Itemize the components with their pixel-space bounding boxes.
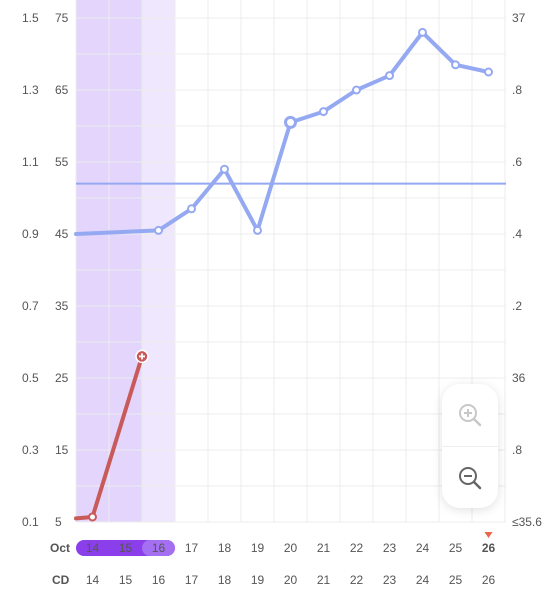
y-tick-right: .6 — [512, 155, 522, 169]
date-label: 22 — [350, 541, 364, 555]
date-label: 19 — [251, 541, 265, 555]
cd-label: 22 — [350, 573, 364, 587]
cd-row-label: CD — [52, 573, 70, 587]
cd-label: 15 — [119, 573, 133, 587]
date-label: 21 — [317, 541, 331, 555]
zoom-in-button[interactable] — [442, 384, 498, 446]
highlight-column — [109, 0, 142, 522]
date-label: 24 — [416, 541, 430, 555]
cd-label: 18 — [218, 573, 232, 587]
y-tick-right: 37 — [512, 11, 526, 25]
cd-label: 21 — [317, 573, 331, 587]
cd-label: 25 — [449, 573, 463, 587]
data-point — [253, 225, 262, 235]
zoom-in-icon — [459, 404, 482, 427]
y-tick-inner: 75 — [55, 11, 69, 25]
cd-label: 16 — [152, 573, 166, 587]
zoom-out-icon — [459, 467, 482, 490]
y-tick-inner: 35 — [55, 299, 69, 313]
y-tick-outer: 0.7 — [22, 299, 39, 313]
y-tick-right: .8 — [512, 443, 522, 457]
y-tick-right: .4 — [512, 227, 522, 241]
data-point — [385, 71, 394, 81]
y-tick-outer: 1.1 — [22, 155, 39, 169]
y-tick-outer: 0.3 — [22, 443, 39, 457]
cd-label: 19 — [251, 573, 265, 587]
data-point — [284, 115, 297, 129]
date-label: 14 — [86, 541, 100, 555]
data-point — [88, 512, 97, 522]
data-point — [352, 85, 361, 95]
y-tick-outer: 0.5 — [22, 371, 39, 385]
cd-label: 20 — [284, 573, 298, 587]
y-tick-outer: 0.9 — [22, 227, 39, 241]
date-label: 18 — [218, 541, 232, 555]
y-tick-inner: 65 — [55, 83, 69, 97]
cd-label: 24 — [416, 573, 430, 587]
y-tick-right: .2 — [512, 299, 522, 313]
cd-label: 23 — [383, 573, 397, 587]
date-label: 20 — [284, 541, 298, 555]
zoom-controls — [442, 384, 498, 508]
y-tick-inner: 5 — [55, 515, 62, 529]
date-label: 17 — [185, 541, 199, 555]
date-label: 16 — [152, 541, 166, 555]
cd-label: 14 — [86, 573, 100, 587]
y-tick-outer: 1.5 — [22, 11, 39, 25]
month-label: Oct — [50, 541, 70, 555]
highlight-column — [142, 0, 175, 522]
data-point — [484, 67, 493, 77]
today-marker — [484, 532, 493, 538]
cd-label: 26 — [482, 573, 496, 587]
y-tick-outer: 0.1 — [22, 515, 39, 529]
cd-label: 17 — [185, 573, 199, 587]
date-label: 25 — [449, 541, 463, 555]
y-tick-inner: 45 — [55, 227, 69, 241]
highlight-column — [76, 0, 109, 522]
data-point — [418, 27, 427, 37]
data-point — [319, 107, 328, 117]
y-tick-right: 36 — [512, 371, 526, 385]
date-label: 15 — [119, 541, 133, 555]
data-point — [451, 60, 460, 70]
fertile-pill-light — [142, 540, 175, 556]
y-tick-right: .8 — [512, 83, 522, 97]
y-tick-inner: 55 — [55, 155, 69, 169]
date-label: 23 — [383, 541, 397, 555]
data-point — [220, 164, 229, 174]
y-tick-right: ≤35.6 — [512, 515, 542, 529]
zoom-out-button[interactable] — [442, 446, 498, 509]
y-tick-inner: 25 — [55, 371, 69, 385]
data-point — [154, 225, 163, 235]
data-point — [187, 204, 196, 214]
y-tick-outer: 1.3 — [22, 83, 39, 97]
series-line-1 — [74, 30, 491, 236]
y-tick-inner: 15 — [55, 443, 69, 457]
date-label: 26 — [482, 541, 496, 555]
